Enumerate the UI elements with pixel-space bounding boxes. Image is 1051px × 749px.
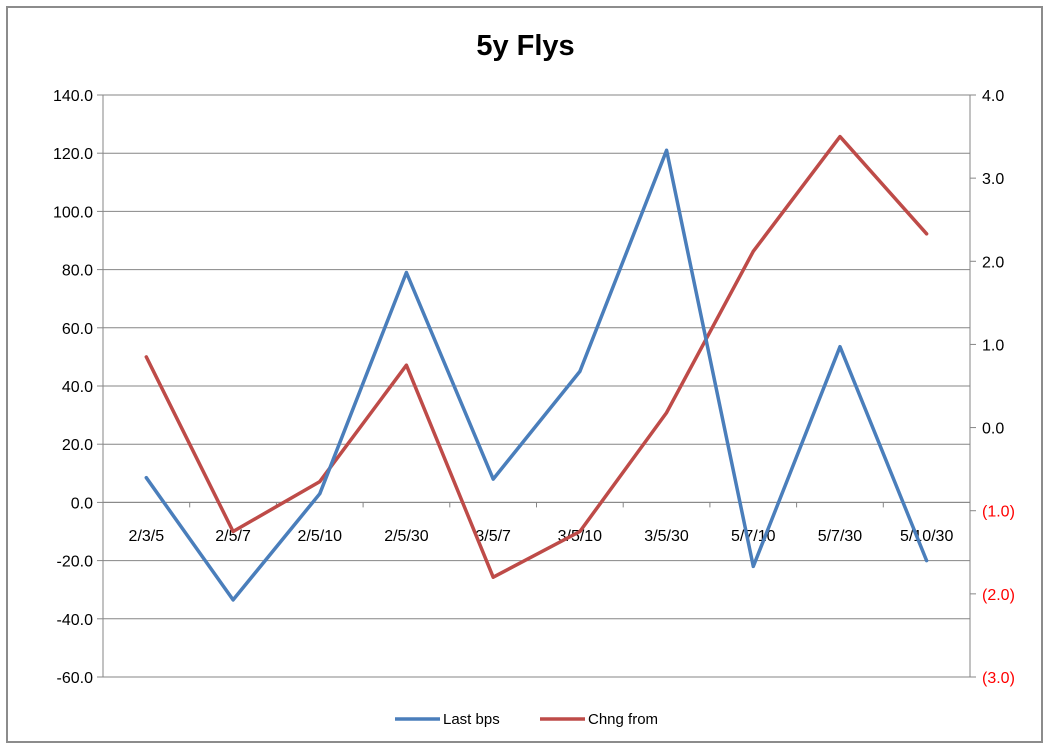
- x-tick-label: 2/5/7: [215, 528, 251, 545]
- data-point: [751, 564, 755, 568]
- y-left-tick-label: -40.0: [57, 612, 94, 629]
- y-left-tick-label: 80.0: [62, 263, 93, 280]
- legend-label: Last bps: [443, 711, 500, 728]
- data-point: [318, 480, 322, 484]
- legend-label: Chng from: [588, 711, 658, 728]
- x-tick-label: 5/10/30: [900, 528, 953, 545]
- y-right-tick-label: (3.0): [982, 670, 1015, 687]
- data-point: [751, 249, 755, 253]
- x-tick-label: 3/5/7: [475, 528, 511, 545]
- y-left-tick-label: 20.0: [62, 437, 93, 454]
- data-point: [665, 148, 669, 152]
- chart-frame: [6, 6, 1043, 743]
- data-point: [838, 135, 842, 139]
- data-point: [144, 355, 148, 359]
- data-point: [231, 598, 235, 602]
- data-point: [491, 477, 495, 481]
- y-right-tick-label: (2.0): [982, 587, 1015, 604]
- y-left-tick-label: -20.0: [57, 554, 94, 571]
- y-right-tick-label: 3.0: [982, 171, 1004, 188]
- y-left-tick-label: 140.0: [53, 88, 93, 105]
- y-left-tick-label: 40.0: [62, 379, 93, 396]
- data-point: [578, 369, 582, 373]
- x-tick-label: 2/3/5: [129, 528, 165, 545]
- y-right-tick-label: 2.0: [982, 254, 1004, 271]
- series-line-last-bps: [144, 148, 929, 602]
- y-right-tick-label: 0.0: [982, 421, 1004, 438]
- x-tick-label: 2/5/10: [298, 528, 343, 545]
- y-left-tick-label: 120.0: [53, 146, 93, 163]
- y-left-tick-label: 60.0: [62, 321, 93, 338]
- chart-title: 5y Flys: [476, 30, 575, 62]
- x-tick-label: 3/5/10: [558, 528, 603, 545]
- y-left-tick-label: -60.0: [57, 670, 94, 687]
- x-tick-label: 2/5/30: [384, 528, 429, 545]
- data-point: [578, 530, 582, 533]
- series-line-chng-from: [144, 134, 929, 579]
- y-right-tick-label: (1.0): [982, 504, 1015, 521]
- data-point: [144, 476, 148, 480]
- data-point: [404, 363, 408, 367]
- y-left-tick-label: 100.0: [53, 204, 93, 221]
- data-point: [231, 530, 235, 533]
- data-point: [404, 271, 408, 275]
- data-point: [925, 559, 929, 563]
- data-point: [491, 575, 495, 579]
- data-point: [318, 492, 322, 496]
- data-point: [925, 232, 929, 236]
- y-left-tick-label: 0.0: [71, 495, 93, 512]
- y-right-tick-label: 1.0: [982, 337, 1004, 354]
- data-point: [665, 411, 669, 415]
- x-tick-label: 5/7/30: [818, 528, 863, 545]
- data-point: [838, 345, 842, 349]
- y-right-tick-label: 4.0: [982, 88, 1004, 105]
- x-tick-label: 3/5/30: [644, 528, 689, 545]
